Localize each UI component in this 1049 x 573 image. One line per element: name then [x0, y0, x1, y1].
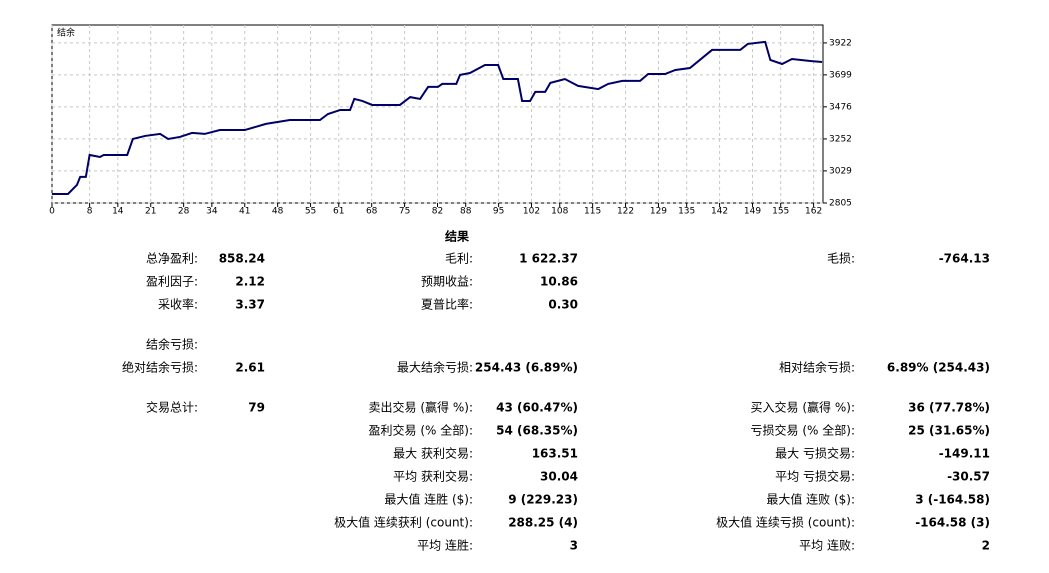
stat-value: 3 [570, 539, 578, 553]
stat-label: 最大 获利交易: [393, 446, 473, 461]
stat-value: 25 (31.65%) [908, 424, 990, 438]
x-tick-label: 41 [239, 207, 250, 217]
x-tick-label: 8 [87, 207, 93, 217]
stat-value: 858.24 [219, 252, 265, 266]
x-tick-label: 34 [206, 207, 218, 217]
x-tick-label: 102 [523, 207, 540, 217]
stat-label: 绝对结余亏损: [122, 360, 198, 375]
x-tick-label: 142 [711, 207, 728, 217]
y-tick-label: 3029 [829, 166, 852, 176]
stat-value: 10.86 [540, 275, 578, 289]
x-tick-label: 108 [551, 207, 568, 217]
x-tick-label: 21 [145, 207, 156, 217]
stat-value: 1 622.37 [519, 252, 578, 266]
stat-label: 平均 连败: [799, 538, 855, 553]
stat-label: 交易总计: [146, 400, 198, 415]
y-tick-label: 3476 [829, 102, 852, 112]
stat-label: 最大值 连胜 ($): [384, 492, 473, 507]
x-tick-label: 149 [744, 207, 761, 217]
stat-label: 卖出交易 (赢得 %): [369, 400, 473, 415]
stat-value: 2 [982, 539, 990, 553]
stat-label: 毛利: [445, 252, 473, 266]
x-tick-label: 135 [678, 207, 695, 217]
x-tick-label: 95 [493, 207, 504, 217]
stat-label: 盈利因子: [146, 275, 198, 289]
report-title: 结果 [445, 229, 469, 244]
x-tick-label: 155 [772, 207, 789, 217]
stat-label: 亏损交易 (% 全部): [751, 423, 855, 438]
stat-value: 36 (77.78%) [908, 401, 990, 415]
stat-label: 预期收益: [421, 275, 473, 289]
x-tick-label: 82 [432, 207, 443, 217]
stat-label: 平均 连胜: [417, 538, 473, 553]
x-tick-label: 61 [333, 207, 344, 217]
stat-value: 54 (68.35%) [496, 424, 578, 438]
x-tick-label: 14 [112, 207, 124, 217]
x-tick-label: 0 [49, 207, 55, 217]
y-tick-label: 3922 [829, 38, 852, 48]
stat-label: 总净盈利: [146, 252, 198, 266]
stat-value: 2.12 [235, 275, 265, 289]
x-tick-label: 129 [650, 207, 667, 217]
x-tick-label: 115 [584, 207, 601, 217]
stat-label: 最大 亏损交易: [775, 446, 855, 461]
stat-label: 结余亏损: [146, 337, 198, 352]
x-tick-label: 68 [366, 207, 378, 217]
stat-value: 9 (229.23) [508, 493, 578, 507]
stat-value: 43 (60.47%) [496, 401, 578, 415]
stat-value: -149.11 [939, 447, 990, 461]
x-tick-label: 48 [272, 207, 284, 217]
stat-label: 最大值 连败 ($): [766, 492, 855, 507]
stat-value: -30.57 [947, 470, 990, 484]
stat-label: 极大值 连续亏损 (count): [716, 515, 855, 530]
stat-value: 79 [248, 401, 265, 415]
stat-label: 平均 获利交易: [393, 469, 473, 484]
stat-label: 平均 亏损交易: [775, 469, 855, 484]
stat-label: 采收率: [158, 297, 198, 312]
stat-value: -164.58 (3) [915, 516, 990, 530]
stat-value: 0.30 [548, 298, 578, 312]
y-tick-label: 3699 [829, 70, 852, 80]
balance-line [52, 40, 823, 195]
stat-value: 288.25 (4) [508, 516, 578, 530]
x-tick-label: 55 [305, 207, 316, 217]
y-tick-label: 3252 [829, 134, 852, 144]
stat-value: -764.13 [939, 252, 990, 266]
x-tick-label: 88 [460, 207, 472, 217]
plot-frame [51, 24, 824, 204]
stat-value: 3 (-164.58) [915, 493, 990, 507]
stat-value: 2.61 [235, 361, 265, 375]
x-tick-label: 75 [399, 207, 410, 217]
stat-value: 6.89% (254.43) [887, 361, 990, 375]
stat-label: 买入交易 (赢得 %): [751, 400, 855, 415]
stat-value: 3.37 [235, 298, 265, 312]
stat-label: 盈利交易 (% 全部): [369, 423, 473, 438]
stat-value: 30.04 [540, 470, 578, 484]
stat-label: 夏普比率: [421, 297, 473, 312]
x-tick-label: 28 [178, 207, 190, 217]
stat-label: 极大值 连续获利 (count): [334, 515, 473, 530]
stat-label: 相对结余亏损: [779, 360, 855, 375]
chart-label: 结余 [57, 27, 75, 39]
x-tick-label: 162 [805, 207, 822, 217]
stat-value: 163.51 [532, 447, 578, 461]
y-tick-label: 2805 [829, 199, 852, 209]
stat-value: 254.43 (6.89%) [475, 361, 578, 375]
x-tick-label: 122 [617, 207, 634, 217]
stat-label: 最大结余亏损: [397, 360, 473, 375]
stat-label: 毛损: [827, 252, 855, 266]
